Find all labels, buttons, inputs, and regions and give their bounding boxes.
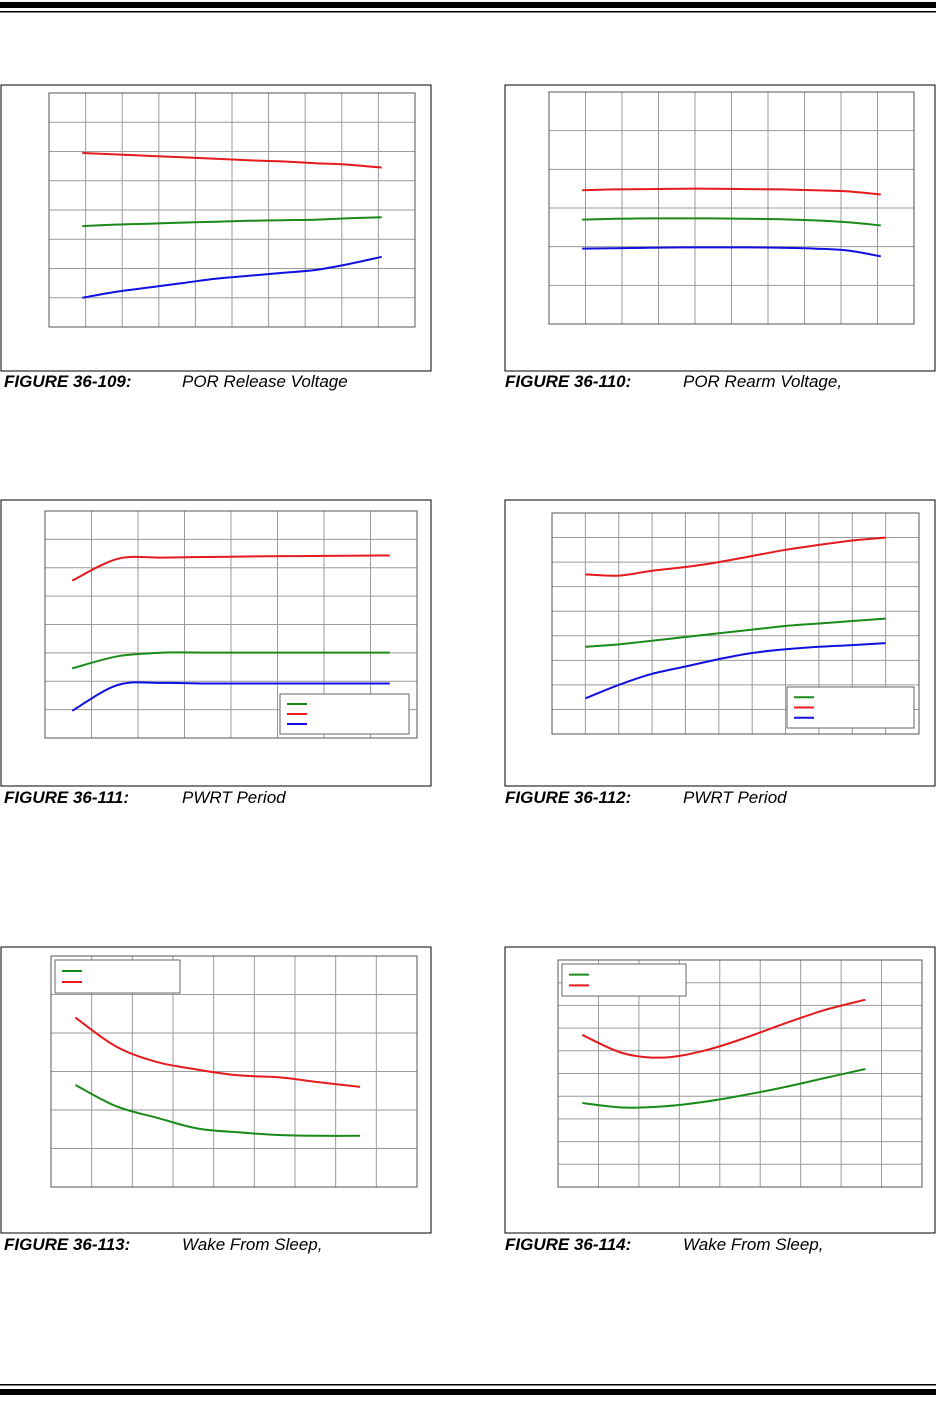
plot-area (548, 91, 915, 325)
figure-title: PWRT Period (683, 788, 787, 807)
series-line (582, 1068, 866, 1109)
series-line (582, 187, 881, 196)
figure-number: FIGURE 36-113: (4, 1235, 131, 1254)
figure-title: Wake From Sleep, (683, 1235, 824, 1254)
series-line (581, 998, 866, 1059)
series-line (82, 152, 382, 169)
figure-number: FIGURE 36-114: (505, 1235, 632, 1254)
series-line (585, 642, 886, 700)
chart-frame (504, 499, 936, 787)
chart (504, 84, 936, 372)
series-line (82, 255, 382, 299)
chart-frame (0, 84, 432, 372)
header-rule-thick (0, 2, 936, 8)
plot-area (44, 510, 418, 739)
plot-area (557, 959, 923, 1188)
plot-area (551, 512, 920, 735)
figure-caption: FIGURE 36-110: POR Rearm Voltage, (505, 372, 842, 392)
series-line (71, 651, 390, 670)
chart (504, 499, 936, 787)
series-line (71, 681, 390, 712)
series-line (71, 554, 390, 582)
figure-caption: FIGURE 36-113: Wake From Sleep, (4, 1235, 322, 1255)
legend-box (54, 959, 181, 994)
series-line (582, 217, 881, 227)
gridlines (558, 960, 922, 1187)
series-line (74, 1016, 361, 1088)
series-line (74, 1084, 361, 1137)
legend (786, 686, 915, 729)
legend (561, 963, 687, 997)
legend-box (786, 686, 915, 729)
figure-title: POR Release Voltage (182, 372, 348, 391)
chart-panels (0, 84, 936, 1234)
figure-title: PWRT Period (182, 788, 286, 807)
gridlines (49, 93, 415, 327)
footer-rule-thick (0, 1389, 936, 1395)
series-line (582, 246, 881, 258)
figure-number: FIGURE 36-112: (505, 788, 632, 807)
figure-caption: FIGURE 36-112: PWRT Period (505, 788, 787, 808)
header-rule-thin (0, 11, 936, 13)
figure-caption: FIGURE 36-111: PWRT Period (4, 788, 286, 808)
plot-area (48, 92, 416, 328)
chart (0, 499, 432, 787)
series-line (585, 536, 886, 577)
figure-number: FIGURE 36-111: (4, 788, 130, 807)
legend-box (561, 963, 687, 997)
figure-caption: FIGURE 36-109: POR Release Voltage (4, 372, 348, 392)
chart-frame (504, 84, 936, 372)
legend (54, 959, 181, 994)
figure-number: FIGURE 36-109: (4, 372, 132, 391)
series-line (82, 216, 382, 228)
chart (504, 946, 936, 1234)
plot-area (50, 955, 418, 1188)
figure-title: Wake From Sleep, (182, 1235, 323, 1254)
figure-number: FIGURE 36-110: (505, 372, 632, 391)
figure-caption: FIGURE 36-114: Wake From Sleep, (505, 1235, 823, 1255)
chart (0, 946, 432, 1234)
legend (279, 693, 410, 735)
figure-title: POR Rearm Voltage, (683, 372, 843, 391)
series-line (585, 617, 886, 648)
gridlines (549, 92, 914, 324)
chart (0, 84, 432, 372)
chart-frame (0, 499, 432, 787)
footer-rule-thin (0, 1384, 936, 1386)
